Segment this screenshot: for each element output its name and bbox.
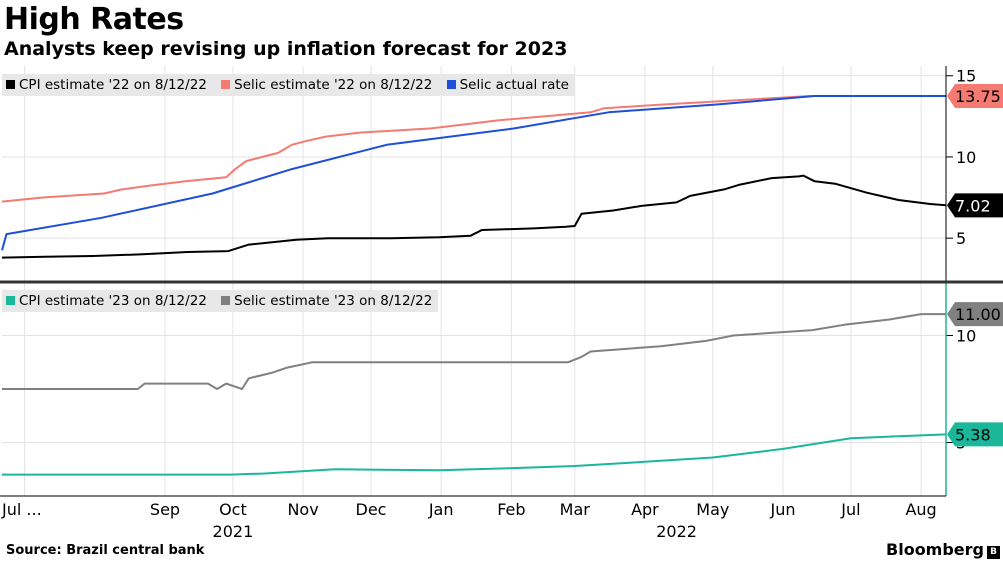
panel1-y-tick-label-15: 15 xyxy=(956,67,976,86)
x-tick-label-jun: Jun xyxy=(770,500,796,519)
series-line-cpi-estimate-23-on-8-12-22 xyxy=(2,433,947,476)
bloomberg-logo: Bloomberg B xyxy=(886,540,1000,559)
end-label-selic-estimate-23-on-8-12-22: 11.00 xyxy=(955,305,1001,324)
legend-label-cpi-23: CPI estimate '23 on 8/12/22 xyxy=(19,293,207,309)
end-flag-cpi-estimate-22-on-8-12-22 xyxy=(947,193,1003,218)
legend-label-selic-23: Selic estimate '23 on 8/12/22 xyxy=(234,293,433,309)
bottom-panel-legend: CPI estimate '23 on 8/12/22 Selic estima… xyxy=(2,290,439,312)
x-tick-label-jan: Jan xyxy=(428,500,454,519)
legend-item-selic-23: Selic estimate '23 on 8/12/22 xyxy=(221,290,432,312)
legend-label-selic-actual: Selic actual rate xyxy=(459,77,569,93)
end-label-cpi-estimate-22-on-8-12-22: 7.02 xyxy=(955,196,991,215)
x-tick-label-sep: Sep xyxy=(150,500,180,519)
year-label-2021: 2021 xyxy=(213,522,254,540)
x-tick-label-mar: Mar xyxy=(560,500,591,519)
legend-label-selic-22: Selic estimate '22 on 8/12/22 xyxy=(234,77,433,93)
brand-text: Bloomberg xyxy=(886,540,984,559)
legend-item-cpi-23: CPI estimate '23 on 8/12/22 xyxy=(6,290,207,312)
series-line-selic-estimate-23-on-8-12-22 xyxy=(2,313,946,390)
end-label-cpi-estimate-23-on-8-12-22: 5.38 xyxy=(955,425,991,444)
series-line-selic-actual-rate xyxy=(1,95,946,251)
legend-swatch-cpi-23 xyxy=(6,296,15,305)
legend-item-selic-22: Selic estimate '22 on 8/12/22 xyxy=(221,74,432,96)
x-tick-label-nov: Nov xyxy=(287,500,318,519)
x-tick-label-oct: Oct xyxy=(219,500,247,519)
panel2-y-tick-label-10: 10 xyxy=(956,327,976,346)
legend-swatch-selic-23 xyxy=(221,296,231,305)
x-tick-label-jul: Jul xyxy=(840,500,860,519)
x-tick-label-jul: Jul ... xyxy=(1,500,42,519)
panel1-y-tick-label-10: 10 xyxy=(956,148,976,167)
panel1-y-tick-label-5: 5 xyxy=(956,229,966,248)
series-line-selic-estimate-22-on-8-12-22 xyxy=(1,95,946,203)
end-flag-selic-estimate-22-on-8-12-22 xyxy=(947,84,1003,109)
legend-swatch-selic-actual xyxy=(446,80,456,89)
end-label-selic-estimate-22-on-8-12-22: 13.75 xyxy=(955,87,1001,106)
end-flag-selic-estimate-23-on-8-12-22 xyxy=(947,302,1003,327)
series-line-cpi-estimate-22-on-8-12-22 xyxy=(1,174,947,259)
x-tick-label-feb: Feb xyxy=(497,500,525,519)
chart-title: High Rates xyxy=(4,2,184,37)
x-tick-label-apr: Apr xyxy=(631,500,659,519)
legend-item-selic-actual: Selic actual rate xyxy=(446,74,569,96)
source-note: Source: Brazil central bank xyxy=(6,543,205,558)
x-tick-label-dec: Dec xyxy=(356,500,387,519)
legend-swatch-cpi-22 xyxy=(6,80,15,89)
x-tick-label-aug: Aug xyxy=(905,500,936,519)
chart-subtitle: Analysts keep revising up inflation fore… xyxy=(4,38,568,60)
legend-item-cpi-22: CPI estimate '22 on 8/12/22 xyxy=(6,74,207,96)
top-panel-legend: CPI estimate '22 on 8/12/22 Selic estima… xyxy=(2,74,575,96)
end-flag-cpi-estimate-23-on-8-12-22 xyxy=(947,422,1003,447)
x-tick-label-may: May xyxy=(696,500,729,519)
brand-mark-icon: B xyxy=(987,546,1000,559)
legend-swatch-selic-22 xyxy=(221,80,231,89)
year-label-2022: 2022 xyxy=(656,522,697,540)
legend-label-cpi-22: CPI estimate '22 on 8/12/22 xyxy=(19,77,207,93)
